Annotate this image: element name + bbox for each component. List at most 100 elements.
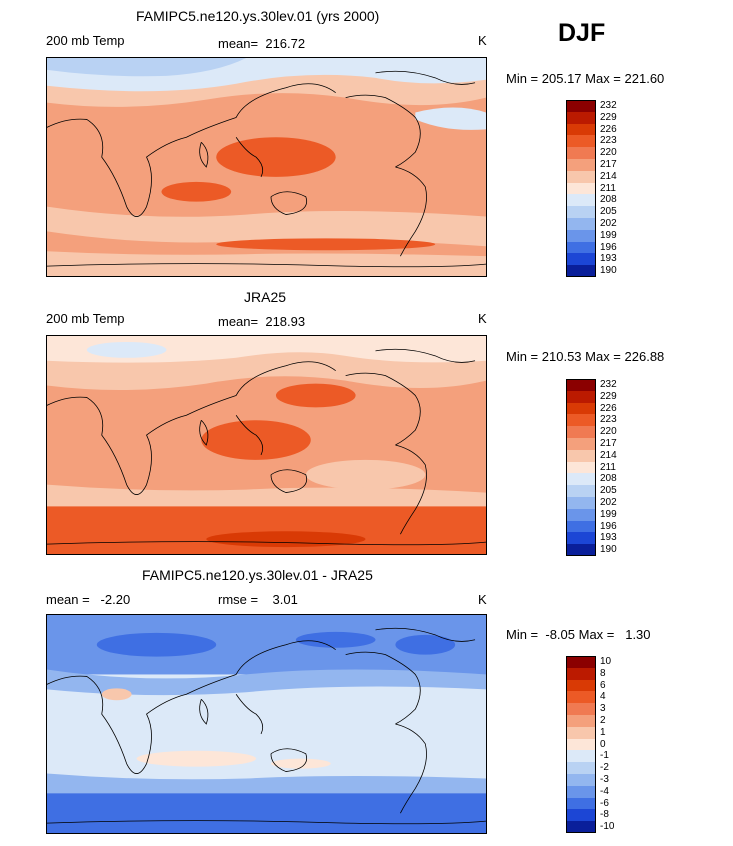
colorbar-swatch — [566, 691, 596, 704]
colorbar-swatch — [566, 402, 596, 415]
colorbar-swatch — [566, 111, 596, 124]
colorbar-label: 229 — [600, 111, 617, 123]
colorbar-label: 205 — [600, 485, 617, 497]
colorbar-swatch — [566, 679, 596, 692]
colorbar-swatch — [566, 461, 596, 474]
colorbar-label: 190 — [600, 265, 617, 277]
panel-2-map — [46, 335, 487, 555]
colorbar-label: -8 — [600, 809, 609, 821]
colorbar-swatch — [566, 265, 596, 278]
panel-1-units: K — [478, 33, 487, 48]
colorbar-label: 4 — [600, 691, 606, 703]
colorbar-swatch — [566, 520, 596, 533]
colorbar-swatch — [566, 750, 596, 763]
colorbar-swatch — [566, 821, 596, 834]
colorbar-swatch — [566, 726, 596, 739]
season-label: DJF — [558, 19, 606, 47]
colorbar-label: -4 — [600, 785, 609, 797]
colorbar-swatch — [566, 253, 596, 266]
colorbar-swatch — [566, 738, 596, 751]
colorbar-label: -1 — [600, 750, 609, 762]
colorbar-swatch — [566, 809, 596, 822]
colorbar-label: 220 — [600, 426, 617, 438]
colorbar-label: 214 — [600, 170, 617, 182]
panel-2-mean-label: mean= 218.93 — [218, 314, 306, 329]
colorbar-label: -6 — [600, 797, 609, 809]
panel-2-title: JRA25 — [244, 289, 287, 305]
colorbar-label: 10 — [600, 656, 612, 667]
panel-3-mean-label: mean = -2.20 — [46, 592, 131, 607]
panel-3-units: K — [478, 592, 487, 607]
colorbar-label: 199 — [600, 508, 617, 520]
colorbar-swatch — [566, 703, 596, 716]
colorbar-label: 1 — [600, 726, 606, 738]
colorbar-swatch — [566, 379, 596, 391]
colorbar-label: 2 — [600, 715, 606, 726]
colorbar-swatch — [566, 100, 596, 112]
colorbar-swatch — [566, 206, 596, 219]
colorbar-label: 211 — [600, 182, 616, 194]
colorbar-swatch — [566, 449, 596, 462]
colorbar-swatch — [566, 147, 596, 160]
colorbar-swatch — [566, 170, 596, 183]
colorbar-label: 6 — [600, 679, 606, 691]
colorbar-swatch — [566, 715, 596, 727]
colorbar-label: 232 — [600, 100, 617, 111]
colorbar-label: 217 — [600, 159, 617, 170]
colorbar-label: 205 — [600, 206, 617, 218]
panel-3-map — [46, 614, 487, 834]
colorbar-label: -3 — [600, 774, 609, 785]
panel-1-mean-label: mean= 216.72 — [218, 36, 306, 51]
colorbar-swatch — [566, 485, 596, 498]
colorbar-swatch — [566, 241, 596, 254]
colorbar-swatch — [566, 785, 596, 798]
colorbar-label: 3 — [600, 703, 606, 715]
colorbar-label: 202 — [600, 218, 617, 229]
colorbar-label: 208 — [600, 194, 617, 206]
colorbar-swatch — [566, 194, 596, 207]
colorbar-label: 217 — [600, 438, 617, 449]
colorbar-label: 196 — [600, 520, 617, 532]
panel-1-map — [46, 57, 487, 277]
colorbar-swatch — [566, 473, 596, 486]
colorbar-swatch — [566, 774, 596, 786]
colorbar-label: 193 — [600, 532, 617, 544]
colorbar-label: 208 — [600, 473, 617, 485]
colorbar-label: 229 — [600, 390, 617, 402]
colorbar-label: 232 — [600, 379, 617, 390]
colorbar-label: 0 — [600, 738, 606, 750]
colorbar-swatch — [566, 229, 596, 242]
colorbar-swatch — [566, 762, 596, 775]
panel-1-title: FAMIPC5.ne120.ys.30lev.01 (yrs 2000) — [136, 8, 380, 24]
colorbar-label: 226 — [600, 402, 617, 414]
colorbar-label: 199 — [600, 229, 617, 241]
colorbar-swatch — [566, 508, 596, 521]
colorbar-swatch — [566, 532, 596, 545]
colorbar-swatch — [566, 182, 596, 195]
colorbar-swatch — [566, 159, 596, 171]
colorbar-swatch — [566, 390, 596, 403]
colorbar-swatch — [566, 497, 596, 509]
colorbar-label: 190 — [600, 544, 617, 556]
colorbar-swatch — [566, 135, 596, 148]
colorbar-swatch — [566, 438, 596, 450]
panel-3-title: FAMIPC5.ne120.ys.30lev.01 - JRA25 — [142, 567, 373, 583]
panel-2-units: K — [478, 311, 487, 326]
colorbar-swatch — [566, 797, 596, 810]
colorbar-swatch — [566, 426, 596, 439]
colorbar-label: 193 — [600, 253, 617, 265]
panel-3-minmax: Min = -8.05 Max = 1.30 — [506, 627, 651, 642]
colorbar-label: 8 — [600, 667, 606, 679]
panel-3-rmse-label: rmse = 3.01 — [218, 592, 298, 607]
colorbar-swatch — [566, 123, 596, 136]
colorbar-swatch — [566, 544, 596, 557]
colorbar-label: 202 — [600, 497, 617, 508]
colorbar-label: 223 — [600, 135, 617, 147]
colorbar-label: -2 — [600, 762, 609, 774]
colorbar-swatch — [566, 656, 596, 668]
panel-1-variable-label: 200 mb Temp — [46, 33, 125, 48]
colorbar-label: 220 — [600, 147, 617, 159]
colorbar-label: 223 — [600, 414, 617, 426]
colorbar-swatch — [566, 414, 596, 427]
colorbar-swatch — [566, 667, 596, 680]
